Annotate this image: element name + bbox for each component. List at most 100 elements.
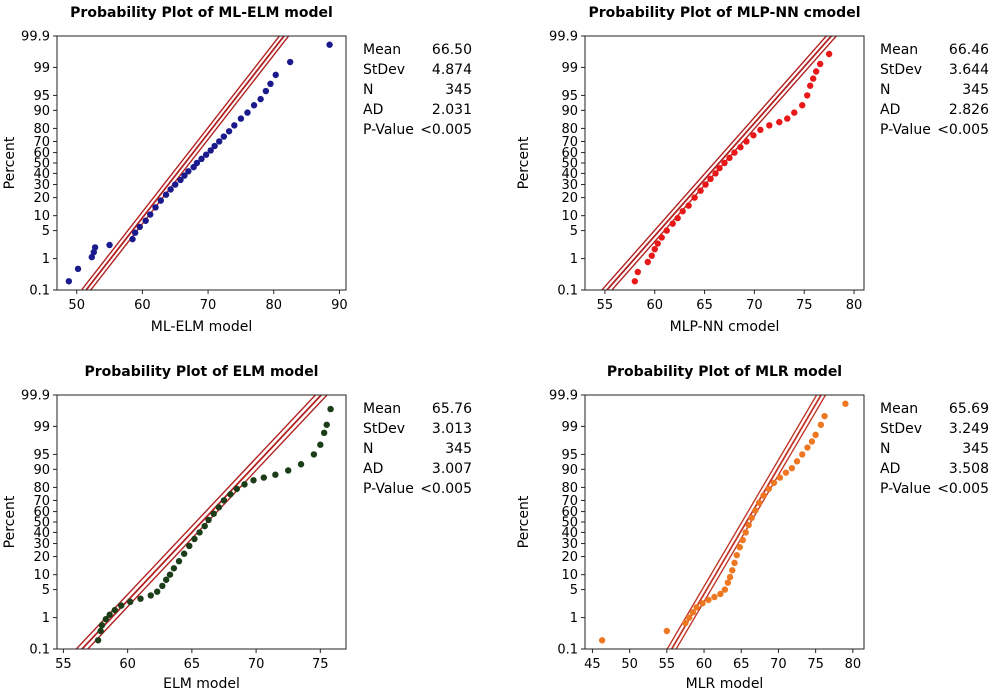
data-point [721,586,729,593]
data-point [147,592,154,599]
data-point [644,258,651,266]
data-point [648,252,655,259]
data-point [65,278,73,285]
data-point [326,41,333,48]
y-tick-label: 50 [33,516,50,531]
data-point [651,245,658,253]
x-tick-label: 60 [646,298,663,313]
data-point [808,438,816,445]
data-point [804,444,811,451]
data-point [272,471,279,478]
data-point [106,241,113,249]
data-point [825,50,833,58]
y-tick-label: 0.1 [29,643,50,658]
x-tick-label: 80 [846,298,863,313]
data-point [776,118,783,126]
y-tick-label: 99 [561,61,578,76]
data-point [699,600,706,607]
y-tick-label: 80 [33,122,50,137]
lower-confidence-bound [666,395,818,649]
y-tick-label: 50 [561,157,578,172]
y-tick-label: 0.1 [557,643,578,658]
data-point [237,115,245,122]
y-tick-label: 80 [561,481,578,496]
stat-value: 3.508 [949,461,989,477]
y-tick-label: 99 [561,420,578,435]
data-point [215,504,223,511]
data-point [755,499,763,506]
stat-value: 3.007 [432,461,472,477]
plot-title: Probability Plot of MLR model [607,364,842,380]
data-point [131,229,139,236]
data-point [776,474,784,481]
stat-value: 65.69 [949,401,989,417]
data-point [127,598,134,606]
data-point [791,109,798,116]
stats-table: Mean 66.46 StDev 3.644 N 345 AD 2.826 P-Value <0.… [880,42,989,138]
y-tick-label: 70 [33,135,50,150]
fit-lines [666,395,827,649]
data-point [170,565,178,572]
data-point [682,619,689,627]
data-point [748,514,755,522]
data-point [733,551,740,559]
y-tick-label: 1 [570,252,578,267]
x-tick-label: 65 [733,657,750,672]
x-tick-label: 70 [770,657,787,672]
x-tick-label: 75 [807,657,824,672]
x-tick-label: 70 [200,298,217,313]
y-tick-label: 80 [33,481,50,496]
data-point [806,82,814,89]
data-point [726,573,734,581]
data-point [737,143,744,151]
plot-panel-4: Probability Plot of MLR model 0.1 1 510 2030… [516,364,989,692]
data-point [250,477,257,484]
y-tick-label: 95 [33,89,50,104]
x-tick-label: 50 [68,298,85,313]
data-point [731,149,738,156]
data-point [631,278,639,285]
stat-label: StDev [880,421,922,437]
data-point [799,102,806,109]
data-point [742,529,749,536]
stat-value: 345 [962,82,989,98]
data-point [102,616,110,623]
y-tick-label: 5 [42,583,50,598]
stat-label: Mean [880,401,918,417]
stat-value: <0.005 [937,481,989,497]
y-tick-label: 99.9 [21,389,50,404]
data-point [711,593,718,601]
data-point [147,211,154,218]
data-point [809,75,817,82]
y-tick-label: 60 [561,146,578,161]
fit-lines [80,36,290,290]
plot-title: Probability Plot of ELM model [84,364,318,380]
data-point [634,268,642,276]
data-point [207,147,214,154]
y-axis-label: Percent [516,136,532,189]
y-tick-label: 95 [561,89,578,104]
x-axis-label: MLR model [686,676,764,692]
data-point [821,412,828,420]
y-tick-label: 99 [33,420,50,435]
data-point [679,208,686,215]
y-tick-label: 20 [33,191,50,206]
data-point [782,469,790,476]
data-point [784,115,791,122]
y-tick-label: 5 [570,224,578,239]
plot-panel-2: Probability Plot of MLP-NN cmodel 0.1 1 510… [516,5,989,335]
y-tick-label: 50 [33,157,50,172]
x-tick-label: 60 [696,657,713,672]
stat-label: N [363,82,373,98]
data-point [94,637,102,644]
data-point [663,627,671,635]
y-tick-label: 1 [570,611,578,626]
y-tick-label: 5 [42,224,50,239]
data-point [721,159,728,167]
data-point [191,535,198,543]
x-tick-label: 55 [597,298,614,313]
y-tick-label: 30 [561,537,578,552]
data-point [202,151,210,158]
data-point [697,187,704,194]
data-point [743,138,750,145]
